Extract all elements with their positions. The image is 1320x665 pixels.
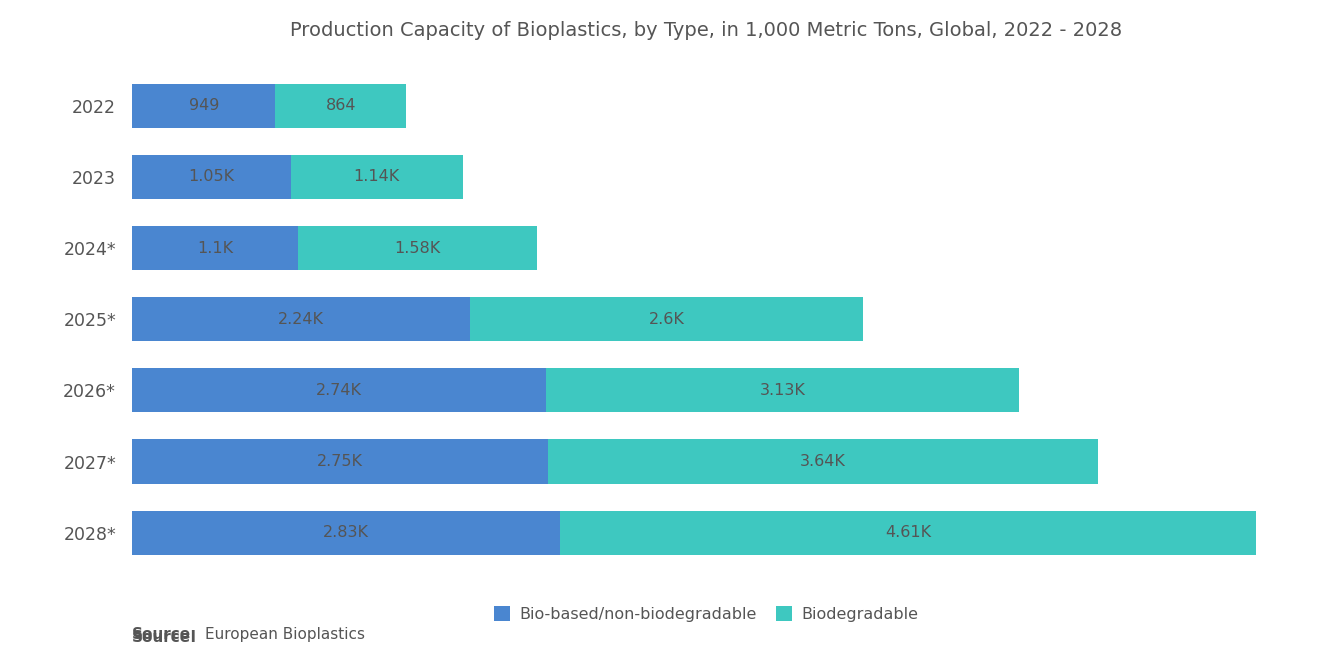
Text: 1.05K: 1.05K [189, 170, 235, 184]
Bar [132, 155, 290, 199]
Title: Production Capacity of Bioplastics, by Type, in 1,000 Metric Tons, Global, 2022 : Production Capacity of Bioplastics, by T… [290, 21, 1122, 40]
Bar [132, 84, 276, 128]
Bar [290, 155, 463, 199]
Text: 2.6K: 2.6K [649, 312, 685, 327]
Bar [298, 226, 537, 270]
Text: 2.83K: 2.83K [323, 525, 368, 540]
Text: 2.74K: 2.74K [315, 383, 362, 398]
Legend: Bio-based/non-biodegradable, Biodegradable: Bio-based/non-biodegradable, Biodegradab… [487, 600, 925, 628]
Bar [560, 511, 1257, 555]
Text: 949: 949 [189, 98, 219, 113]
Bar [132, 226, 298, 270]
Text: 1.1K: 1.1K [197, 241, 234, 255]
Text: 1.14K: 1.14K [354, 170, 400, 184]
Text: Source:  European Bioplastics: Source: European Bioplastics [132, 630, 359, 645]
Bar [132, 440, 548, 483]
Bar [276, 84, 407, 128]
Bar [132, 368, 546, 412]
Bar [548, 440, 1097, 483]
Text: 4.61K: 4.61K [884, 525, 931, 540]
Text: Source:: Source: [132, 630, 198, 645]
Text: European Bioplastics: European Bioplastics [205, 626, 364, 642]
Text: 864: 864 [326, 98, 356, 113]
Bar [132, 511, 560, 555]
Text: 3.64K: 3.64K [800, 454, 846, 469]
Bar [132, 297, 470, 341]
Text: 2.75K: 2.75K [317, 454, 363, 469]
Text: 2.24K: 2.24K [279, 312, 325, 327]
Bar [470, 297, 863, 341]
Text: 3.13K: 3.13K [759, 383, 805, 398]
Bar [546, 368, 1019, 412]
Text: Source:: Source: [132, 626, 198, 642]
Text: 1.58K: 1.58K [395, 241, 441, 255]
